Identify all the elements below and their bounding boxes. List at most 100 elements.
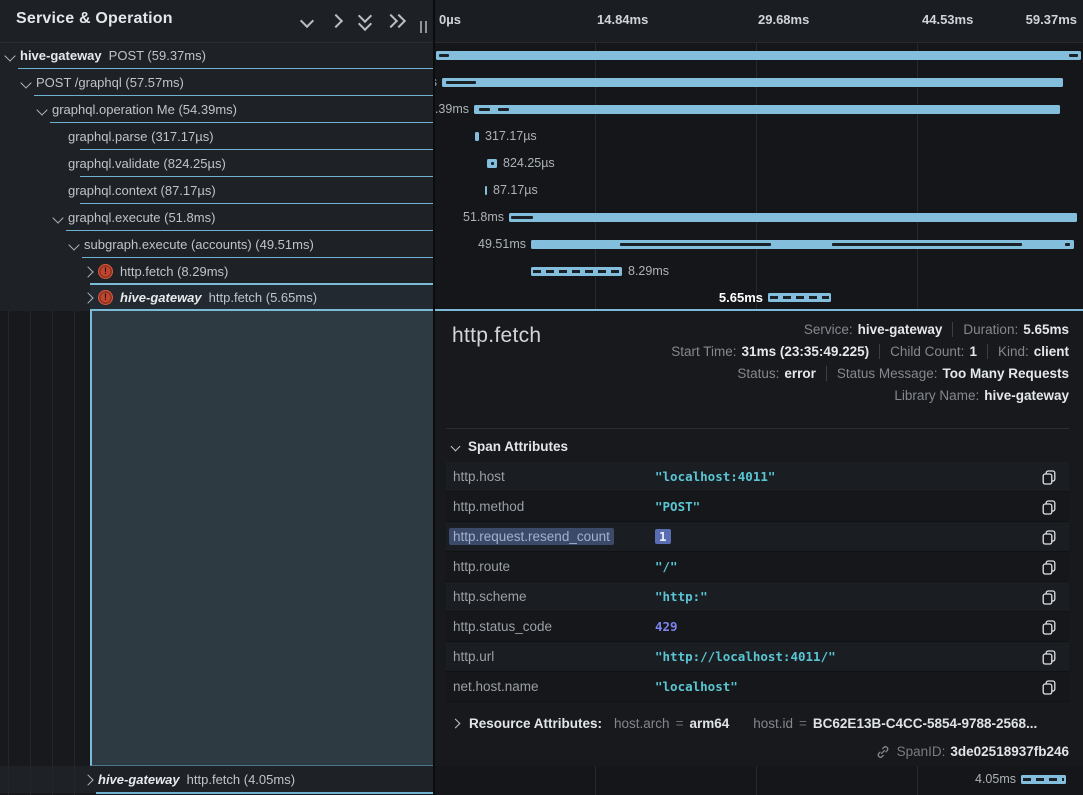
attribute-row[interactable]: http.host "localhost:4011" — [446, 462, 1069, 492]
axis-tick-label: 14.84ms — [597, 12, 649, 27]
tree-row[interactable]: subgraph.execute (accounts) (49.51ms) — [0, 231, 434, 258]
attribute-key: http.status_code — [453, 619, 553, 634]
tree-row[interactable]: graphql.execute (51.8ms) — [0, 204, 434, 231]
meta-value: client — [1033, 343, 1069, 359]
expand-all-double-chevron-right-icon[interactable] — [383, 13, 407, 29]
copy-icon[interactable] — [1042, 620, 1056, 635]
attribute-key: net.host.name — [453, 679, 539, 694]
span-duration-bar[interactable] — [474, 105, 1060, 114]
chevron-down-icon[interactable] — [36, 103, 48, 116]
chevron-down-icon[interactable] — [4, 49, 16, 62]
meta-divider — [986, 343, 988, 359]
tree-header: Service & Operation — [0, 0, 434, 43]
expand-one-chevron-right-icon[interactable] — [328, 13, 344, 29]
timeline-axis: 0µs 14.84ms 29.68ms 44.53ms 59.37ms — [435, 0, 1083, 43]
bar-duration-label: 57.57ms — [435, 69, 437, 96]
timeline-row — [435, 42, 1083, 69]
span-duration-bar[interactable] — [531, 240, 1074, 249]
tree-row[interactable]: POST /graphql (57.57ms) — [0, 69, 434, 96]
tree-row-selected[interactable]: ! hive-gateway http.fetch (5.65ms) — [0, 284, 434, 311]
copy-icon[interactable] — [1042, 680, 1056, 695]
tree-row[interactable]: graphql.validate (824.25µs) — [0, 150, 434, 177]
chevron-down-icon[interactable] — [68, 238, 80, 251]
span-meta-line: Status: error Status Message: Too Many Requ… — [737, 362, 1069, 384]
tree-row[interactable]: graphql.parse (317.17µs) — [0, 123, 434, 150]
row-divider — [80, 203, 434, 204]
span-operation-label: http.fetch (8.29ms) — [120, 264, 229, 279]
copy-icon[interactable] — [1042, 470, 1056, 485]
bar-duration-label: 5.65ms — [718, 290, 763, 305]
span-detail-title: http.fetch — [452, 324, 542, 347]
attribute-row[interactable]: net.host.name "localhost" — [446, 672, 1069, 702]
tree-row[interactable]: hive-gateway POST (59.37ms) — [0, 42, 434, 69]
span-duration-bar[interactable] — [475, 132, 479, 141]
span-duration-bar[interactable] — [768, 293, 831, 302]
axis-tick-label: 0µs — [439, 12, 461, 27]
span-duration-bar[interactable] — [509, 213, 1077, 222]
attribute-key: http.scheme — [453, 589, 527, 604]
attribute-key: http.request.resend_count — [449, 528, 614, 545]
span-duration-bar[interactable] — [531, 267, 622, 276]
span-service-name: hive-gateway — [98, 772, 180, 787]
chevron-right-icon[interactable] — [82, 265, 94, 278]
resource-equals: = — [675, 716, 684, 731]
chevron-down-icon[interactable] — [52, 211, 64, 224]
link-icon[interactable] — [876, 745, 890, 759]
span-duration-bar[interactable] — [436, 51, 1081, 60]
span-duration-bar[interactable] — [485, 186, 487, 195]
collapse-all-double-chevron-down-icon[interactable] — [357, 8, 373, 31]
tree-row[interactable]: graphql.context (87.17µs) — [0, 177, 434, 204]
attribute-row[interactable]: http.request.resend_count 1 — [446, 522, 1069, 552]
timeline-row: 51.8ms — [435, 204, 1083, 231]
attribute-row[interactable]: http.method "POST" — [446, 492, 1069, 522]
attribute-value: 1 — [655, 529, 671, 544]
attribute-row[interactable]: http.status_code 429 — [446, 612, 1069, 642]
collapse-one-chevron-down-icon[interactable] — [299, 13, 315, 29]
pane-splitter[interactable] — [433, 0, 435, 795]
span-attributes-header[interactable]: Span Attributes — [450, 439, 569, 454]
attribute-value: "http:" — [655, 589, 708, 604]
resource-attributes-row[interactable]: Resource Attributes: host.arch = arm64 host… — [450, 716, 1037, 731]
span-operation-label: graphql.parse (317.17µs) — [68, 129, 214, 144]
meta-label: Status: — [737, 365, 780, 381]
attribute-row[interactable]: http.scheme "http:" — [446, 582, 1069, 612]
row-divider — [80, 149, 434, 150]
attribute-key: http.host — [453, 469, 505, 484]
tree-row[interactable]: ! http.fetch (8.29ms) — [0, 258, 434, 285]
timeline-row: 57.57ms — [435, 69, 1083, 96]
span-attributes-title: Span Attributes — [468, 439, 569, 454]
timeline-row: 824.25µs — [435, 150, 1083, 177]
row-divider — [18, 68, 434, 69]
bar-child-marks — [770, 296, 829, 299]
span-duration-bar[interactable] — [1021, 775, 1066, 784]
timeline-row: 4.05ms — [435, 766, 1083, 793]
attribute-row[interactable]: http.url "http://localhost:4011/" — [446, 642, 1069, 672]
attribute-key: http.route — [453, 559, 511, 574]
copy-icon[interactable] — [1042, 530, 1056, 545]
span-duration-bar[interactable] — [442, 78, 1063, 87]
meta-value: hive-gateway — [984, 387, 1069, 403]
tree-row[interactable]: graphql.operation Me (54.39ms) — [0, 96, 434, 123]
row-divider — [34, 95, 434, 96]
chevron-down-icon[interactable] — [20, 76, 32, 89]
span-attributes-table: http.host "localhost:4011" http.method "POS… — [446, 462, 1069, 702]
selected-row-highlight — [90, 284, 434, 311]
attribute-value: "localhost:4011" — [655, 469, 776, 484]
span-duration-bar[interactable] — [487, 159, 497, 168]
row-divider — [66, 230, 434, 231]
bar-duration-label: 87.17µs — [493, 183, 538, 197]
timeline-row: 54.39ms — [435, 96, 1083, 123]
pane-resize-grip[interactable] — [420, 21, 427, 33]
attribute-row[interactable]: http.route "/" — [446, 552, 1069, 582]
bar-child-mark — [491, 162, 494, 165]
span-meta-line: Start Time: 31ms (23:35:49.225) Child Coun… — [671, 340, 1069, 362]
copy-icon[interactable] — [1042, 500, 1056, 515]
error-icon: ! — [98, 264, 113, 279]
span-operation-label: graphql.validate (824.25µs) — [68, 156, 226, 171]
copy-icon[interactable] — [1042, 650, 1056, 665]
bar-duration-label: 49.51ms — [478, 237, 526, 251]
tree-row[interactable]: hive-gateway http.fetch (4.05ms) — [0, 766, 434, 793]
copy-icon[interactable] — [1042, 560, 1056, 575]
copy-icon[interactable] — [1042, 590, 1056, 605]
bar-child-mark — [1069, 54, 1078, 57]
